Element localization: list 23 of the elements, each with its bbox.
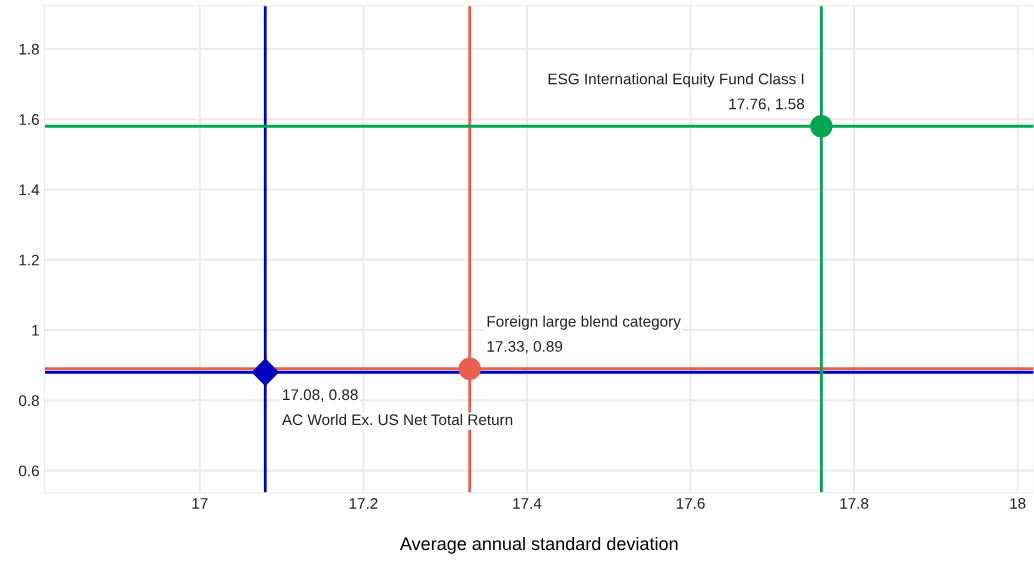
y-tick-label: 0.6 [18, 465, 39, 477]
x-axis-title: Average annual standard deviation [399, 536, 678, 554]
y-tick-label: 1.4 [19, 184, 40, 196]
data-label: 17.33, 0.89 [487, 341, 563, 354]
y-tick-label: 0.8 [18, 395, 39, 407]
text: AC World Ex. US Net Total Return [281, 413, 513, 426]
data-label: 17.76, 1.58 [729, 98, 805, 112]
x-tick-label: 17 [192, 498, 208, 509]
x-tick-label: 17.4 [513, 498, 542, 509]
x-tick-label: 17.2 [349, 498, 378, 509]
point [251, 358, 280, 387]
y-tick-label: 1.6 [19, 114, 39, 125]
y-tick-label: 1.8 [19, 43, 39, 55]
y-tick-label: 1.2 [19, 254, 39, 266]
point [458, 357, 481, 380]
point [810, 115, 833, 138]
x-tick-label: 18 [1010, 498, 1026, 509]
text: Foreign large blend category [487, 315, 681, 330]
x-tick-label: 17.8 [840, 498, 869, 509]
y-tick-label: 1 [32, 325, 39, 336]
x-tick-label: 17.6 [676, 498, 705, 509]
data-label: 17.08, 0.88 [283, 389, 358, 402]
text: ESG International Equity Fund Class I [548, 73, 804, 88]
